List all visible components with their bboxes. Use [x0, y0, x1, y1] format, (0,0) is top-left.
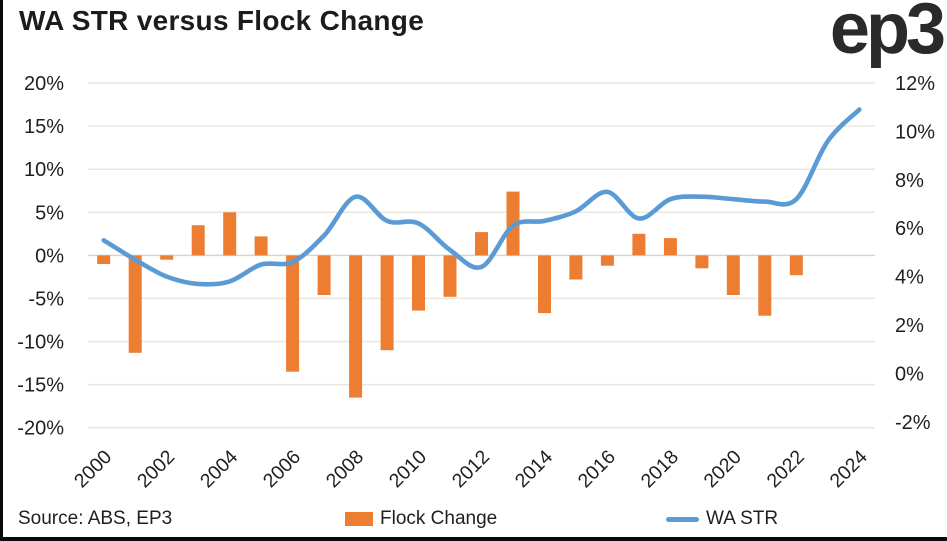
bar-2007 — [317, 255, 331, 295]
x-axis-tick-2020: 2020 — [700, 446, 746, 492]
x-axis-labels: 2000 2002 2004 2006 2008 2010 2012 2014 2016 2018… — [70, 446, 872, 492]
bar-swatch-icon — [345, 512, 373, 526]
chart-title: WA STR versus Flock Change — [19, 5, 425, 36]
bar-2005 — [254, 236, 268, 256]
left-axis-tick: 20% — [24, 73, 64, 95]
frame-left-border — [0, 0, 3, 541]
left-axis-labels: 20% 15% 10% 5% 0% -5% -10% -15% -20% — [17, 73, 64, 440]
bar-2004 — [223, 212, 237, 256]
x-axis-tick-2006: 2006 — [259, 446, 305, 492]
bar-2010 — [412, 255, 425, 311]
bar-2018 — [663, 238, 677, 256]
x-axis-tick-2002: 2002 — [133, 446, 179, 492]
legend-label-flock-change: Flock Change — [380, 508, 498, 529]
x-axis-tick-2016: 2016 — [574, 446, 620, 492]
bar-2014 — [538, 255, 551, 314]
bar-2016 — [600, 255, 614, 266]
bar-2017 — [632, 233, 646, 256]
right-axis-tick: 10% — [895, 121, 935, 143]
wa-str-line — [101, 107, 862, 287]
x-axis-tick-2000: 2000 — [70, 446, 116, 492]
bar-2000 — [97, 255, 111, 264]
right-axis-tick: 0% — [895, 363, 924, 385]
bar-2011 — [443, 255, 457, 297]
bar-2012 — [475, 232, 488, 256]
left-axis-tick: 0% — [35, 245, 64, 267]
right-axis-tick: -2% — [895, 412, 931, 434]
x-axis-tick-2010: 2010 — [385, 446, 431, 492]
right-axis-tick: 4% — [895, 267, 924, 289]
x-axis-tick-2004: 2004 — [196, 446, 242, 492]
frame-bottom-border — [0, 537, 947, 541]
x-axis-tick-2014: 2014 — [511, 446, 557, 492]
left-axis-tick: -15% — [17, 375, 64, 397]
left-axis-tick: -10% — [17, 332, 64, 354]
flock-change-bars — [97, 191, 803, 398]
line-swatch-icon — [666, 516, 699, 522]
right-axis-tick: 6% — [895, 218, 924, 240]
left-axis-tick: -5% — [28, 288, 64, 310]
right-axis-tick: 12% — [895, 73, 935, 95]
x-axis-tick-2022: 2022 — [763, 446, 809, 492]
bar-2008 — [349, 255, 363, 398]
bar-2001 — [128, 255, 142, 353]
ep3-logo: ep3 — [829, 0, 946, 69]
left-axis-tick: -20% — [17, 418, 64, 440]
x-axis-tick-2012: 2012 — [448, 446, 494, 492]
x-axis-tick-2008: 2008 — [322, 446, 368, 492]
bar-2002 — [160, 255, 174, 260]
left-axis-tick: 10% — [24, 159, 64, 181]
bar-2015 — [569, 255, 583, 280]
legend-item-wa-str: WA STR — [666, 508, 778, 530]
source-note: Source: ABS, EP3 — [18, 508, 173, 529]
legend-label-wa-str: WA STR — [706, 508, 779, 529]
bar-2006 — [286, 255, 300, 372]
bar-2019 — [695, 255, 709, 269]
left-axis-tick: 5% — [35, 202, 64, 224]
bar-2009 — [380, 255, 394, 351]
right-axis-labels: 12% 10% 8% 6% 4% 2% 0% -2% — [895, 73, 935, 434]
bar-2020 — [726, 255, 740, 295]
bar-2003 — [191, 225, 205, 256]
left-axis-tick: 15% — [24, 116, 64, 138]
legend-item-flock-change: Flock Change — [345, 508, 497, 530]
x-axis-tick-2018: 2018 — [637, 446, 683, 492]
right-axis-tick: 8% — [895, 170, 924, 192]
bar-2022 — [789, 255, 803, 276]
x-axis-tick-2024: 2024 — [826, 446, 872, 492]
bar-2021 — [758, 255, 772, 316]
right-axis-tick: 2% — [895, 315, 924, 337]
